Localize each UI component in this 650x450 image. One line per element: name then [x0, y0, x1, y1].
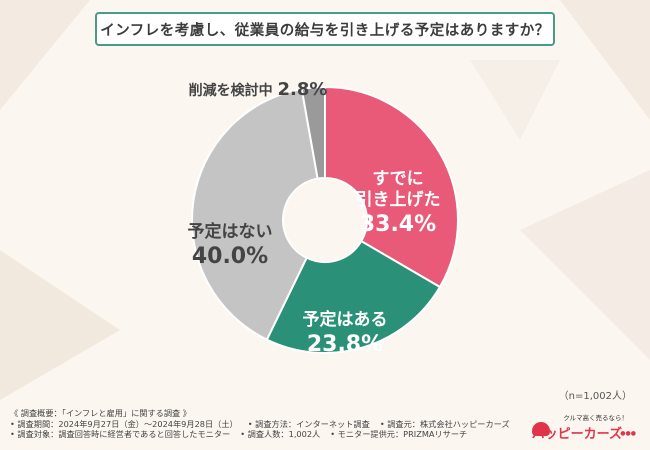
- chart-title-box: インフレを考慮し、従業員の給与を引き上げる予定はありますか？: [95, 12, 555, 46]
- sample-size-label: （n=1,002人）: [558, 391, 632, 402]
- slice-label: 予定はある: [303, 309, 388, 330]
- survey-target: • 調査対象：調査回答時に経営者であると回答したモニター: [10, 429, 231, 439]
- survey-overview: 《 調査概要：「インフレと雇用」に関する調査 》: [10, 408, 191, 418]
- car-icon: [532, 422, 550, 436]
- happy-cars-logo: クルマ高く売るなら！ ハッピーカーズ ●●●: [526, 412, 638, 444]
- slice-value: 2.8%: [277, 79, 327, 100]
- pie-slice: [300, 85, 326, 180]
- survey-respondents: • 調査人数：1,002人: [240, 429, 321, 439]
- logo-tagline: クルマ高く売るなら！: [563, 414, 628, 422]
- survey-method: • 調査方法：インターネット調査: [247, 418, 370, 429]
- pie-slice: [191, 87, 319, 341]
- survey-provider: • モニター提供元：PRIZMAリサーチ: [330, 429, 468, 439]
- slice-label: 予定はない: [188, 221, 273, 242]
- slice-value: 23.8%: [307, 332, 383, 357]
- survey-footer: 《 調査概要：「インフレと雇用」に関する調査 》 • 調査期間：2024年9月2…: [10, 408, 520, 440]
- logo-brand: ハッピーカーズ: [531, 427, 622, 442]
- slice-label: 引き上げた: [356, 190, 441, 210]
- pie-slice: [265, 239, 442, 354]
- pie-slice: [324, 85, 459, 289]
- slice-label: すでに: [372, 169, 423, 189]
- slice-label: 削減を検討中 2.8%: [189, 79, 328, 100]
- survey-period: • 調査期間：2024年9月27日（金）〜2024年9月28日（土）: [10, 418, 238, 429]
- survey-organizer: • 調査元：株式会社ハッピーカーズ: [379, 418, 510, 429]
- slice-value: 33.4%: [360, 212, 436, 237]
- slice-value: 40.0%: [192, 244, 268, 269]
- chart-title: インフレを考慮し、従業員の給与を引き上げる予定はありますか？: [100, 22, 550, 39]
- logo-dots: ●●●: [620, 430, 636, 437]
